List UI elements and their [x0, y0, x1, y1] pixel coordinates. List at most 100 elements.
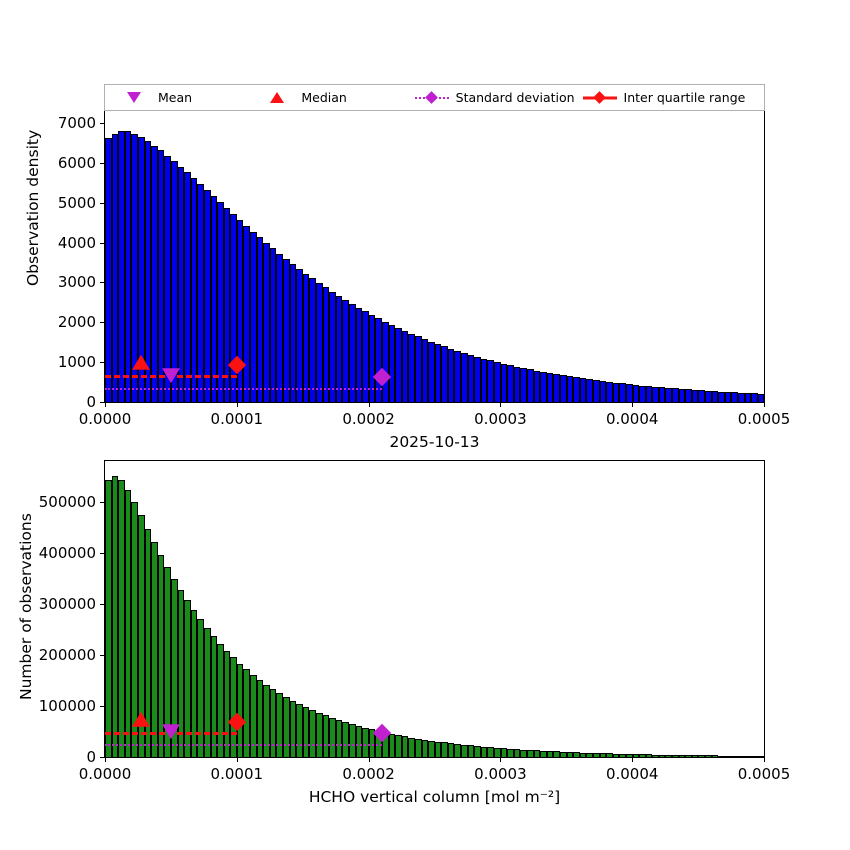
- top-chart-panel: 0 1000 2000 3000 4000 5000 6000 7000 0.0000 0.00…: [58, 110, 790, 451]
- legend-entry-standard-deviation: Standard deviation: [414, 85, 583, 110]
- legend-label-mean: Mean: [158, 90, 193, 105]
- histogram-bar: [738, 392, 745, 402]
- x-tick: [632, 757, 634, 762]
- x-tick: [500, 757, 502, 762]
- histogram-bar: [513, 366, 521, 402]
- y-tick: [100, 501, 105, 503]
- histogram-bar: [632, 384, 640, 402]
- x-tick-label: 0.0000: [78, 410, 132, 428]
- y-tick-label: 2000: [57, 313, 96, 332]
- y-tick-label: 0: [86, 748, 96, 766]
- histogram-bar: [124, 131, 132, 402]
- histogram-bar: [612, 753, 620, 757]
- histogram-bar: [487, 747, 495, 757]
- histogram-bar: [170, 161, 178, 402]
- histogram-bar: [619, 383, 626, 402]
- histogram-bar: [441, 742, 448, 757]
- histogram-bar: [711, 755, 719, 757]
- x-tick-label: 0.0000: [78, 765, 132, 783]
- histogram-bar: [250, 674, 257, 757]
- histogram-bar: [428, 740, 435, 757]
- histogram-bar: [217, 202, 224, 402]
- legend-entry-mean: Mean: [105, 85, 260, 110]
- y-tick: [100, 202, 105, 204]
- histogram-bar: [724, 392, 732, 402]
- histogram-bar: [718, 391, 725, 402]
- histogram-bar: [718, 755, 725, 757]
- histogram-bar: [441, 346, 448, 402]
- y-tick: [100, 242, 105, 244]
- histogram-bar: [256, 679, 264, 757]
- histogram-bar: [322, 287, 330, 402]
- histogram-bar: [177, 166, 185, 402]
- histogram-bar: [698, 390, 706, 402]
- histogram-bar: [685, 389, 692, 402]
- histogram-bar: [599, 753, 607, 757]
- histogram-bar: [672, 754, 679, 757]
- histogram-bar: [566, 376, 574, 402]
- x-tick-label: 0.0002: [342, 765, 395, 783]
- x-tick-label: 0.0003: [474, 410, 527, 428]
- triangle-down-icon: [117, 89, 151, 107]
- histogram-bar: [362, 727, 369, 757]
- histogram-bar: [724, 755, 732, 757]
- x-tick-label: 0.0001: [210, 410, 264, 428]
- histogram-bar: [316, 712, 323, 757]
- histogram-bar: [283, 697, 290, 757]
- histogram-bar: [289, 700, 297, 757]
- histogram-bar: [335, 719, 343, 757]
- histogram-bar: [184, 600, 191, 757]
- histogram-bar: [157, 554, 165, 757]
- histogram-bar: [137, 137, 145, 402]
- histogram-bar: [263, 684, 270, 757]
- mean-marker: [161, 368, 180, 384]
- median-marker: [131, 711, 150, 727]
- histogram-bar: [408, 333, 415, 402]
- top-plot-area: [105, 111, 764, 402]
- histogram-bar: [652, 754, 659, 757]
- standard-deviation-line: [105, 743, 382, 746]
- histogram-bar: [124, 489, 132, 757]
- histogram-bar: [401, 736, 409, 757]
- top-y-axis-label: Observation density: [24, 129, 42, 286]
- histogram-bar: [144, 141, 152, 402]
- y-tick: [100, 362, 105, 364]
- histogram-bar: [355, 307, 363, 402]
- histogram-bar: [217, 643, 224, 757]
- histogram-bar: [592, 752, 600, 757]
- histogram-bar: [375, 318, 382, 402]
- histogram-bar: [342, 722, 349, 757]
- histogram-bar: [111, 475, 119, 757]
- histogram-bar: [685, 755, 692, 757]
- histogram-bar: [691, 389, 699, 402]
- histogram-bar: [144, 528, 152, 757]
- histogram-bar: [533, 750, 541, 757]
- x-tick: [764, 402, 765, 407]
- bottom-plot-area: [105, 461, 764, 757]
- top-histogram-bars: [105, 111, 764, 402]
- histogram-bar: [698, 755, 706, 757]
- histogram-bar: [184, 172, 191, 402]
- histogram-bar: [454, 350, 462, 402]
- histogram-bar: [480, 358, 488, 402]
- histogram-bar: [738, 755, 745, 757]
- histogram-bar: [520, 368, 527, 402]
- histogram-bar: [414, 336, 422, 402]
- y-tick-label: 5000: [57, 193, 96, 212]
- histogram-bar: [157, 150, 165, 402]
- x-tick-label: 0.0004: [605, 765, 659, 783]
- histogram-bar: [731, 755, 738, 757]
- histogram-bar: [434, 344, 442, 402]
- histogram-bar: [691, 755, 699, 757]
- histogram-bar: [348, 303, 356, 402]
- histogram-bar: [474, 746, 481, 757]
- histogram-bar: [111, 134, 119, 402]
- histogram-bar: [335, 295, 343, 402]
- legend-label-standard-deviation: Standard deviation: [455, 90, 575, 105]
- histogram-bar: [606, 381, 613, 402]
- histogram-bar: [573, 377, 580, 402]
- histogram-bar: [342, 299, 349, 402]
- histogram-bar: [533, 370, 541, 402]
- histogram-bar: [118, 479, 125, 757]
- x-tick-label: 0.0001: [210, 765, 264, 783]
